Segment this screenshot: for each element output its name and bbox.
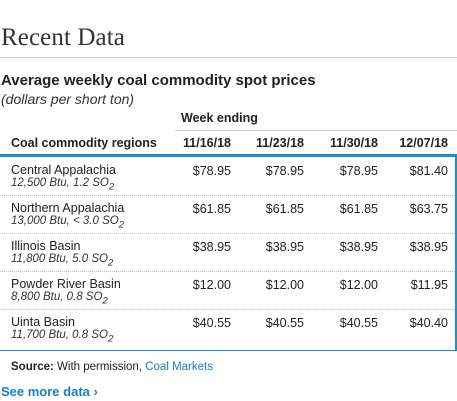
table-bottom-border — [0, 350, 457, 351]
region-spec: 8,800 Btu, 0.8 SO2 — [11, 291, 108, 307]
table-title: Average weekly coal commodity spot price… — [1, 72, 316, 89]
price-cell: $38.95 — [192, 240, 231, 254]
region-column-header: Coal commodity regions — [11, 136, 157, 150]
source-text: With permission, — [57, 361, 143, 373]
coal-markets-link[interactable]: Coal Markets — [145, 361, 213, 373]
row-divider — [0, 195, 455, 196]
price-cell: $40.55 — [192, 316, 231, 330]
row-divider — [0, 233, 455, 234]
table-subtitle: (dollars per short ton) — [1, 91, 135, 107]
row-divider — [0, 271, 455, 272]
region-name: Powder River Basin — [11, 277, 121, 291]
price-cell: $61.85 — [265, 202, 304, 216]
price-cell: $12.00 — [192, 278, 231, 292]
price-cell: $61.85 — [192, 202, 231, 216]
region-spec: 11,700 Btu, 0.8 SO2 — [11, 329, 114, 345]
region-name: Northern Appalachia — [11, 201, 125, 215]
week-ending-label: Week ending — [181, 111, 258, 125]
region-name: Illinois Basin — [11, 239, 81, 253]
column-header: 11/23/18 — [256, 136, 304, 150]
price-cell: $78.95 — [339, 164, 378, 178]
price-cell: $78.95 — [192, 164, 231, 178]
price-cell: $81.40 — [409, 164, 448, 178]
table-row: Uinta Basin 11,700 Btu, 0.8 SO2 $40.55 $… — [0, 309, 455, 347]
price-cell: $12.00 — [265, 278, 304, 292]
price-cell: $38.95 — [339, 240, 378, 254]
see-more-data-link[interactable]: See more data › — [1, 384, 98, 399]
table-row: Northern Appalachia 13,000 Btu, < 3.0 SO… — [0, 195, 455, 233]
price-cell: $78.95 — [265, 164, 304, 178]
source-note: Source: With permission, Coal Markets — [11, 361, 213, 373]
table-right-border — [455, 155, 457, 351]
table-header-row: Coal commodity regions 11/16/18 11/23/18… — [0, 133, 457, 153]
title-divider — [0, 57, 457, 58]
region-spec: 11,800 Btu, 5.0 SO2 — [11, 253, 114, 269]
column-header: 11/16/18 — [183, 136, 231, 150]
price-cell: $63.75 — [409, 202, 448, 216]
price-cell: $38.95 — [265, 240, 304, 254]
week-ending-divider — [175, 130, 457, 131]
price-cell: $40.55 — [265, 316, 304, 330]
table-row: Central Appalachia 12,500 Btu, 1.2 SO2 $… — [0, 157, 455, 195]
column-header: 12/07/18 — [399, 136, 448, 150]
table-row: Powder River Basin 8,800 Btu, 0.8 SO2 $1… — [0, 271, 455, 309]
price-cell: $11.95 — [410, 278, 448, 292]
price-cell: $12.00 — [339, 278, 378, 292]
region-spec: 12,500 Btu, 1.2 SO2 — [11, 177, 115, 193]
price-cell: $38.95 — [409, 240, 448, 254]
region-spec: 13,000 Btu, < 3.0 SO2 — [11, 215, 125, 231]
source-label: Source: — [11, 361, 54, 373]
price-cell: $61.85 — [339, 202, 378, 216]
table-row: Illinois Basin 11,800 Btu, 5.0 SO2 $38.9… — [0, 233, 455, 271]
region-name: Uinta Basin — [11, 315, 75, 329]
header-underline — [0, 154, 457, 157]
price-cell: $40.40 — [409, 316, 448, 330]
region-name: Central Appalachia — [11, 163, 116, 177]
row-divider — [0, 309, 455, 310]
column-header: 11/30/18 — [330, 136, 378, 150]
section-title: Recent Data — [1, 24, 125, 51]
price-cell: $40.55 — [339, 316, 378, 330]
